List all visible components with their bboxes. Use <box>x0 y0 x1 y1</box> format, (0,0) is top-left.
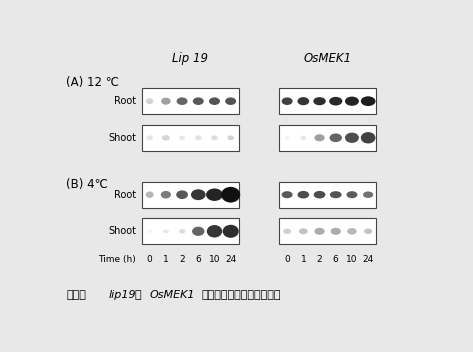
Ellipse shape <box>161 191 171 199</box>
Ellipse shape <box>361 96 376 106</box>
Ellipse shape <box>221 187 240 202</box>
Ellipse shape <box>345 96 359 106</box>
Text: 0: 0 <box>147 254 153 264</box>
Ellipse shape <box>346 191 358 198</box>
Bar <box>141 218 239 244</box>
Ellipse shape <box>330 133 342 142</box>
Text: の温度に依存した発現誘導: の温度に依存した発現誘導 <box>201 290 281 300</box>
Ellipse shape <box>146 191 154 198</box>
Text: Root: Root <box>114 96 136 106</box>
Bar <box>141 88 239 114</box>
Ellipse shape <box>162 135 170 140</box>
Ellipse shape <box>225 98 236 105</box>
Text: 図１．: 図１． <box>66 290 87 300</box>
Ellipse shape <box>285 136 289 140</box>
Text: 6: 6 <box>333 254 339 264</box>
Ellipse shape <box>329 97 342 106</box>
Text: OsMEK1: OsMEK1 <box>304 52 352 65</box>
Bar <box>279 125 376 151</box>
Text: 10: 10 <box>209 254 220 264</box>
Ellipse shape <box>314 191 325 199</box>
Text: OsMEK1: OsMEK1 <box>150 290 195 300</box>
Text: 24: 24 <box>225 254 236 264</box>
Text: と: と <box>134 290 141 300</box>
Ellipse shape <box>176 190 188 199</box>
Bar <box>279 88 376 114</box>
Ellipse shape <box>283 228 291 234</box>
Ellipse shape <box>315 134 324 141</box>
Ellipse shape <box>298 191 309 199</box>
Ellipse shape <box>146 135 153 140</box>
Ellipse shape <box>163 230 169 233</box>
Ellipse shape <box>195 135 201 140</box>
Ellipse shape <box>281 191 293 198</box>
Ellipse shape <box>331 228 341 235</box>
Text: 6: 6 <box>195 254 201 264</box>
Text: 0: 0 <box>284 254 290 264</box>
Text: Time (h): Time (h) <box>98 254 136 264</box>
Text: Lip 19: Lip 19 <box>172 52 208 65</box>
Bar <box>279 182 376 208</box>
Ellipse shape <box>347 228 357 234</box>
Text: 10: 10 <box>346 254 358 264</box>
Ellipse shape <box>207 225 222 238</box>
Text: Shoot: Shoot <box>108 133 136 143</box>
Bar <box>279 218 376 244</box>
Text: (B) 4℃: (B) 4℃ <box>66 178 108 191</box>
Ellipse shape <box>345 133 359 143</box>
Bar <box>141 125 239 151</box>
Ellipse shape <box>228 135 234 140</box>
Ellipse shape <box>146 98 153 104</box>
Ellipse shape <box>313 97 326 105</box>
Ellipse shape <box>192 227 204 236</box>
Text: (A) 12 ℃: (A) 12 ℃ <box>66 76 120 89</box>
Ellipse shape <box>330 191 342 198</box>
Ellipse shape <box>363 191 373 198</box>
Ellipse shape <box>364 228 372 234</box>
Text: Shoot: Shoot <box>108 226 136 236</box>
Ellipse shape <box>298 97 309 105</box>
Ellipse shape <box>300 136 307 140</box>
Text: lip19: lip19 <box>109 290 136 300</box>
Ellipse shape <box>361 132 376 144</box>
Ellipse shape <box>148 230 152 233</box>
Ellipse shape <box>179 136 185 140</box>
Text: 1: 1 <box>163 254 169 264</box>
Ellipse shape <box>223 225 239 238</box>
Ellipse shape <box>179 229 185 233</box>
Ellipse shape <box>281 98 293 105</box>
Ellipse shape <box>176 98 188 105</box>
Ellipse shape <box>191 189 206 200</box>
Bar <box>141 182 239 208</box>
Ellipse shape <box>211 135 218 140</box>
Ellipse shape <box>193 98 204 105</box>
Text: 2: 2 <box>317 254 323 264</box>
Ellipse shape <box>299 228 308 234</box>
Text: 1: 1 <box>300 254 306 264</box>
Ellipse shape <box>161 98 171 105</box>
Ellipse shape <box>315 228 324 235</box>
Text: 24: 24 <box>362 254 374 264</box>
Text: Root: Root <box>114 190 136 200</box>
Ellipse shape <box>206 188 223 201</box>
Ellipse shape <box>209 98 220 105</box>
Text: 2: 2 <box>179 254 185 264</box>
